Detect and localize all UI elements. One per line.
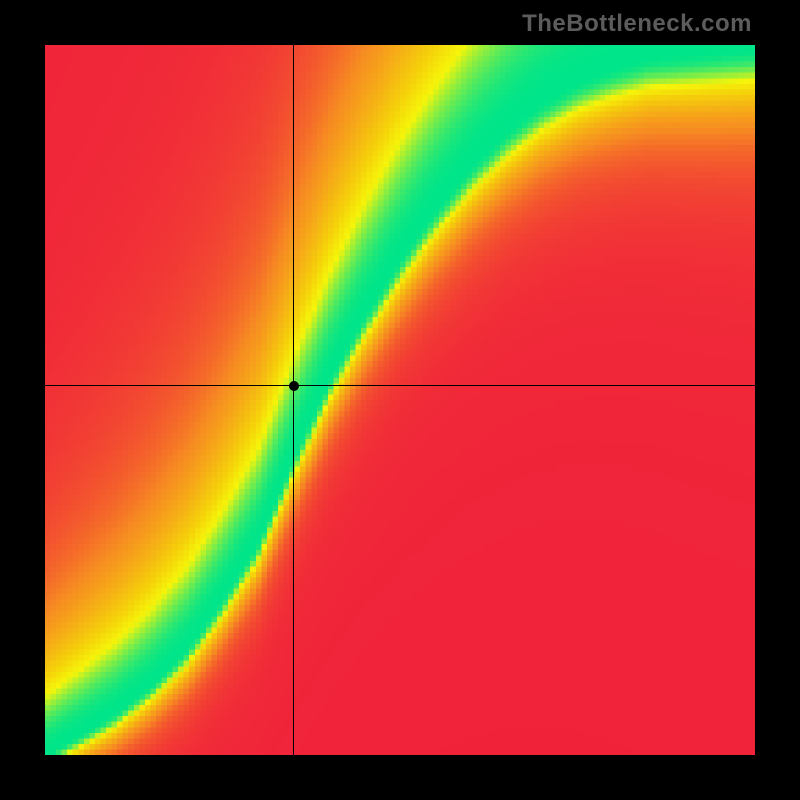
bottleneck-heatmap — [45, 45, 755, 755]
crosshair-point — [289, 381, 299, 391]
crosshair-horizontal — [45, 385, 755, 386]
crosshair-vertical — [293, 45, 294, 755]
watermark-text: TheBottleneck.com — [522, 10, 752, 38]
chart-frame: TheBottleneck.com — [0, 0, 800, 800]
